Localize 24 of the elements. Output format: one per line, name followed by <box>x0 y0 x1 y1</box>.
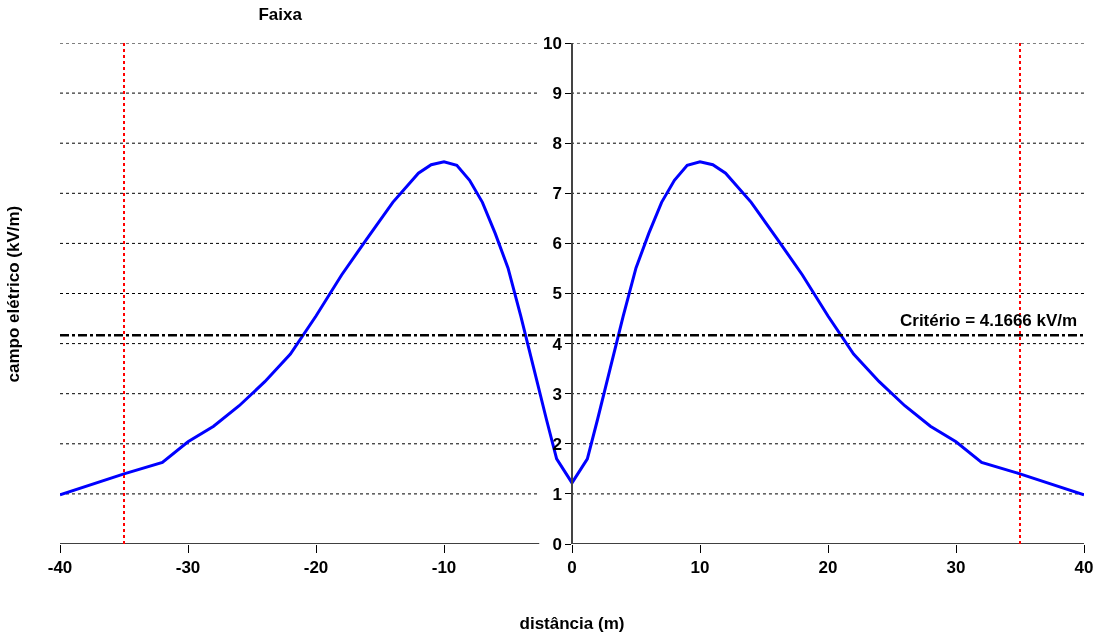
chart-title: Faixa <box>258 4 303 24</box>
y-tick-label: 9 <box>552 84 562 104</box>
x-tick-label: 0 <box>567 558 577 578</box>
x-axis-title: distância (m) <box>519 613 625 633</box>
y-tick-label: 6 <box>552 234 562 254</box>
ref-line-label: Critério = 4.1666 kV/m <box>900 311 1078 330</box>
y-tick-label: 10 <box>542 33 562 53</box>
x-tick-label: 20 <box>818 558 838 578</box>
y-tick-label: 0 <box>552 534 562 554</box>
x-tick-label: -20 <box>303 558 329 578</box>
x-tick-label: -40 <box>47 558 73 578</box>
x-tick-label: 10 <box>690 558 710 578</box>
y-tick-label: 4 <box>552 334 563 354</box>
x-tick-label: -10 <box>431 558 457 578</box>
x-tick-label: -30 <box>175 558 201 578</box>
y-tick-label: 5 <box>552 284 562 304</box>
y-tick-label: 2 <box>552 434 562 454</box>
x-tick-label: 40 <box>1074 558 1094 578</box>
y-tick-label: 3 <box>552 384 562 404</box>
y-tick-label: 1 <box>552 484 562 504</box>
y-axis-title: campo elétrico (kV/m) <box>4 205 24 383</box>
y-tick-label: 7 <box>552 184 562 204</box>
y-tick-label: 8 <box>552 134 562 154</box>
x-tick-label: 30 <box>946 558 966 578</box>
